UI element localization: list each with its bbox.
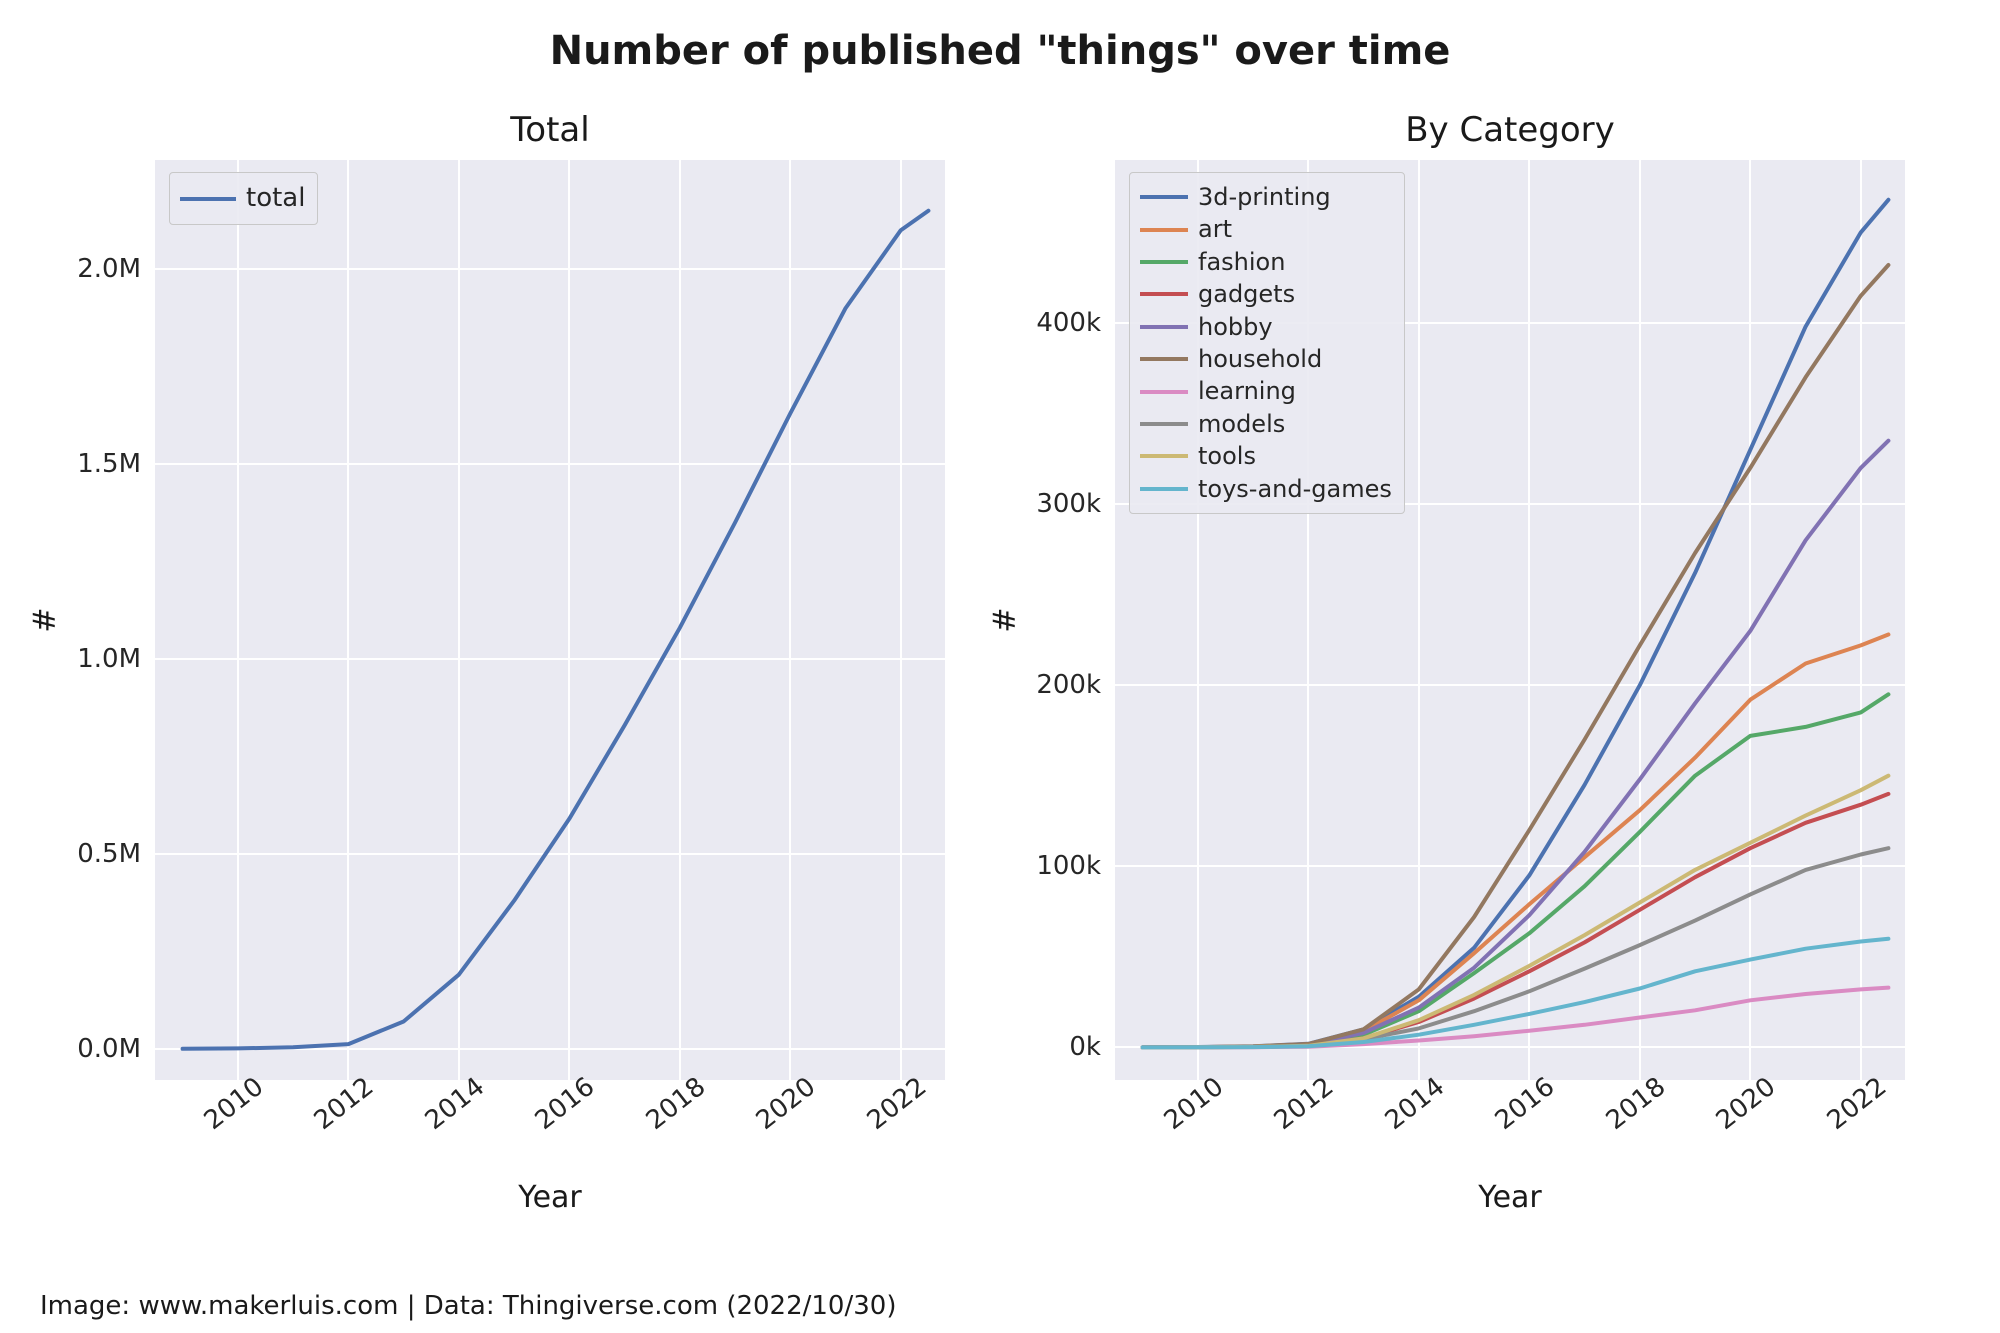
legend-item-household: household [1140, 343, 1392, 375]
ytick-label: 300k [1036, 489, 1115, 519]
ytick-label: 100k [1036, 851, 1115, 881]
legend-swatch [1140, 357, 1188, 361]
figure-suptitle: Number of published "things" over time [0, 28, 2000, 74]
legend-item-toys-and-games: toys-and-games [1140, 473, 1392, 505]
figure: Number of published "things" over time T… [0, 0, 2000, 1333]
legend-label: models [1198, 408, 1285, 440]
legend-label: tools [1198, 440, 1256, 472]
legend-swatch [180, 197, 236, 201]
xtick-label: 2010 [1159, 1072, 1230, 1136]
ytick-label: 200k [1036, 670, 1115, 700]
xlabel-bycategory: Year [1478, 1180, 1542, 1215]
legend: total [169, 172, 318, 225]
legend-item-gadgets: gadgets [1140, 278, 1392, 310]
ytick-label: 2.0M [77, 254, 155, 284]
legend-label: household [1198, 343, 1322, 375]
subplot-total-title: Total [155, 110, 945, 150]
legend-label: total [246, 181, 305, 216]
ylabel-bycategory: # [988, 607, 1023, 632]
series-line-tools [1143, 776, 1889, 1048]
xtick-label: 2010 [199, 1072, 270, 1136]
xtick-label: 2022 [861, 1072, 932, 1136]
legend-label: gadgets [1198, 278, 1295, 310]
subplot-bycategory: 20102012201420162018202020220k100k200k30… [1115, 160, 1905, 1080]
xtick-label: 2020 [1711, 1072, 1782, 1136]
legend-item-hobby: hobby [1140, 311, 1392, 343]
xtick-label: 2012 [309, 1072, 380, 1136]
legend-label: learning [1198, 375, 1296, 407]
legend-item-3d-printing: 3d-printing [1140, 181, 1392, 213]
legend-swatch [1140, 260, 1188, 264]
legend-label: hobby [1198, 311, 1273, 343]
xtick-label: 2018 [1601, 1072, 1672, 1136]
ytick-label: 0.0M [77, 1034, 155, 1064]
series-line-total [183, 211, 929, 1049]
ytick-label: 1.0M [77, 644, 155, 674]
legend-item-art: art [1140, 213, 1392, 245]
ylabel-total: # [28, 607, 63, 632]
legend-swatch [1140, 292, 1188, 296]
xtick-label: 2016 [1490, 1072, 1561, 1136]
series-line-art [1143, 635, 1889, 1048]
legend-swatch [1140, 487, 1188, 491]
legend-swatch [1140, 228, 1188, 232]
legend-label: art [1198, 213, 1232, 245]
subplot-bycategory-title: By Category [1115, 110, 1905, 150]
legend-label: fashion [1198, 246, 1285, 278]
xlabel-total: Year [518, 1180, 582, 1215]
xtick-label: 2014 [420, 1072, 491, 1136]
xtick-label: 2012 [1269, 1072, 1340, 1136]
plot-area-bycategory: 20102012201420162018202020220k100k200k30… [1115, 160, 1905, 1080]
legend-swatch [1140, 422, 1188, 426]
ytick-label: 0k [1069, 1032, 1115, 1062]
legend-item-learning: learning [1140, 375, 1392, 407]
xtick-label: 2020 [751, 1072, 822, 1136]
legend-swatch [1140, 195, 1188, 199]
legend-label: toys-and-games [1198, 473, 1392, 505]
ytick-label: 0.5M [77, 839, 155, 869]
legend: 3d-printingartfashiongadgetshobbyhouseho… [1129, 172, 1405, 514]
xtick-label: 2016 [530, 1072, 601, 1136]
legend-item-fashion: fashion [1140, 246, 1392, 278]
legend-item-tools: tools [1140, 440, 1392, 472]
legend-label: 3d-printing [1198, 181, 1331, 213]
legend-swatch [1140, 454, 1188, 458]
legend-item-total: total [180, 181, 305, 216]
legend-item-models: models [1140, 408, 1392, 440]
ytick-label: 1.5M [77, 449, 155, 479]
xtick-label: 2022 [1821, 1072, 1892, 1136]
xtick-label: 2018 [641, 1072, 712, 1136]
series-svg [155, 160, 945, 1080]
subplot-total: 20102012201420162018202020220.0M0.5M1.0M… [155, 160, 945, 1080]
figure-caption: Image: www.makerluis.com | Data: Thingiv… [40, 1291, 896, 1321]
plot-area-total: 20102012201420162018202020220.0M0.5M1.0M… [155, 160, 945, 1080]
xtick-label: 2014 [1380, 1072, 1451, 1136]
ytick-label: 400k [1036, 308, 1115, 338]
legend-swatch [1140, 390, 1188, 394]
legend-swatch [1140, 325, 1188, 329]
